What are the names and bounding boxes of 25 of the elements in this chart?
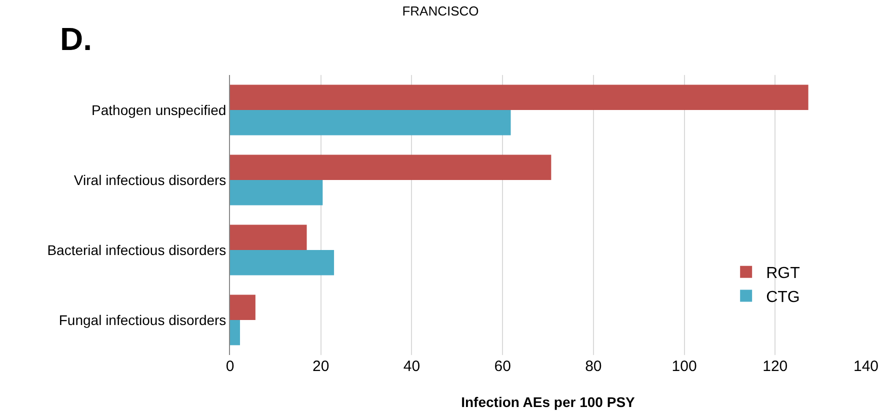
bar xyxy=(230,250,334,276)
x-axis-title: Infection AEs per 100 PSY xyxy=(461,394,636,410)
x-tick-label: 40 xyxy=(403,358,420,375)
bar xyxy=(230,154,552,180)
bar xyxy=(230,180,323,206)
x-tick-label: 140 xyxy=(853,358,879,375)
x-tick-label: 100 xyxy=(672,358,697,375)
legend-label: RGT xyxy=(766,265,800,282)
y-tick-label: Viral infectious disorders xyxy=(74,172,226,188)
x-tick-label: 60 xyxy=(494,358,511,375)
x-tick-label: 80 xyxy=(585,358,602,375)
text: D. xyxy=(60,21,92,57)
chart-title: FRANCISCO xyxy=(402,3,479,18)
bar xyxy=(230,110,511,136)
y-tick-label: Pathogen unspecified xyxy=(92,102,226,118)
y-tick-label: Fungal infectious disorders xyxy=(58,312,226,328)
legend-label: CTG xyxy=(766,288,800,306)
bar xyxy=(230,84,808,110)
x-tick-label: 120 xyxy=(762,358,788,375)
x-tick-label: 0 xyxy=(226,358,234,375)
y-tick-label: Bacterial infectious disorders xyxy=(47,242,226,258)
bar xyxy=(230,320,240,346)
bar xyxy=(230,294,256,320)
x-tick-label: 20 xyxy=(312,358,330,375)
bar xyxy=(230,224,307,250)
